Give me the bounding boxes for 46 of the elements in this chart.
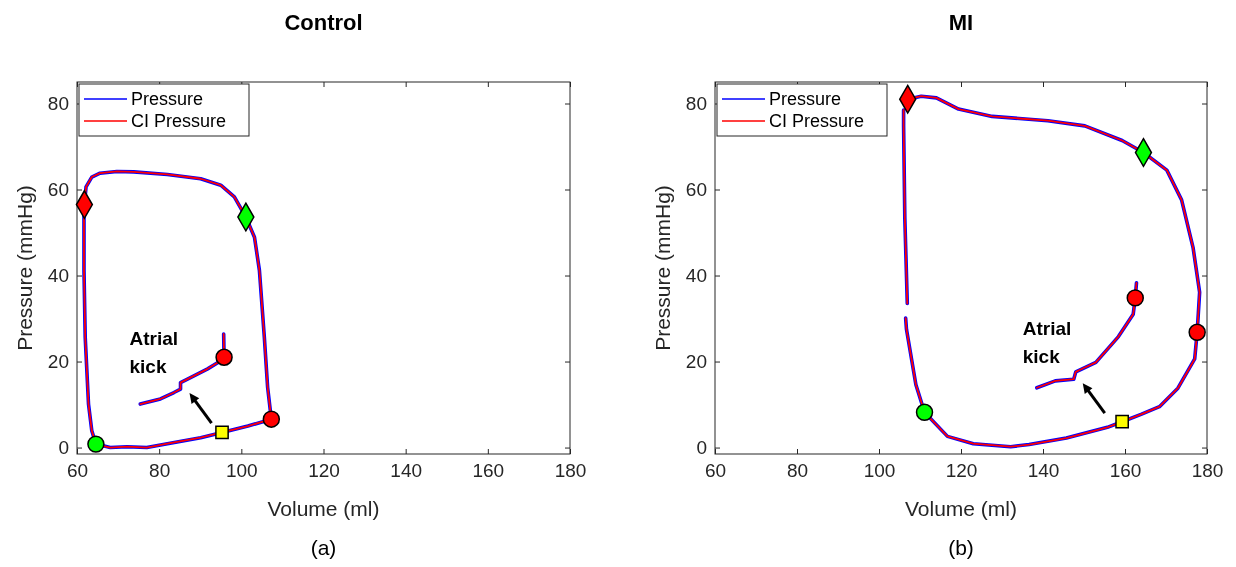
x-tick-label: 180: [554, 460, 587, 482]
x-tick-label: 60: [66, 460, 89, 482]
x-tick-label: 160: [1109, 460, 1142, 482]
annotation: Atrial kick: [1022, 318, 1072, 368]
x-tick-label: 80: [786, 460, 809, 482]
y-tick-label: 60: [47, 179, 69, 201]
x-tick-label: 80: [149, 460, 171, 482]
x-tick-label: 140: [390, 460, 423, 482]
point: [915, 403, 934, 421]
legend-label: Pressure: [769, 89, 842, 109]
x-tick-label: 120: [308, 460, 340, 482]
chart-title: MI: [948, 10, 974, 35]
y-tick-label: 80: [47, 93, 69, 115]
x-tick-label: 60: [704, 460, 727, 482]
y-tick-label: 20: [685, 351, 707, 373]
x-axis-title: Volume (ml): [904, 497, 1018, 520]
y-axis-title: Pressure (mmHg): [13, 185, 36, 351]
y-tick-label: 80: [685, 93, 707, 115]
text: (a): [310, 536, 337, 559]
y-axis-title: Pressure (mmHg): [651, 185, 674, 351]
x-tick-label: 100: [863, 460, 896, 482]
point: [1188, 323, 1206, 342]
y-tick-label: 20: [47, 351, 69, 373]
x-tick-label: 180: [1191, 460, 1224, 482]
x-tick-label: 100: [225, 460, 258, 482]
x-tick-label: 140: [1027, 460, 1060, 482]
x-tick-label: 120: [945, 460, 978, 482]
y-tick-label: 60: [685, 179, 707, 201]
y-tick-label: 40: [47, 265, 69, 287]
y-tick-label: 0: [58, 437, 69, 459]
point: [215, 425, 229, 440]
x-tick-label: 160: [472, 460, 505, 482]
chart-title: Control: [284, 10, 363, 35]
legend-label: CI Pressure: [131, 111, 227, 131]
point: [87, 435, 105, 453]
text: (b): [948, 536, 974, 559]
y-tick-label: 40: [685, 265, 707, 287]
point: [1126, 289, 1144, 307]
legend-label: Pressure: [131, 89, 204, 109]
point: [215, 348, 233, 366]
y-tick-label: 0: [696, 437, 707, 459]
annotation: Atrial kick: [129, 328, 179, 378]
point: [1115, 414, 1129, 429]
legend-label: CI Pressure: [769, 111, 865, 131]
x-axis-title: Volume (ml): [267, 497, 380, 520]
point: [262, 410, 281, 428]
